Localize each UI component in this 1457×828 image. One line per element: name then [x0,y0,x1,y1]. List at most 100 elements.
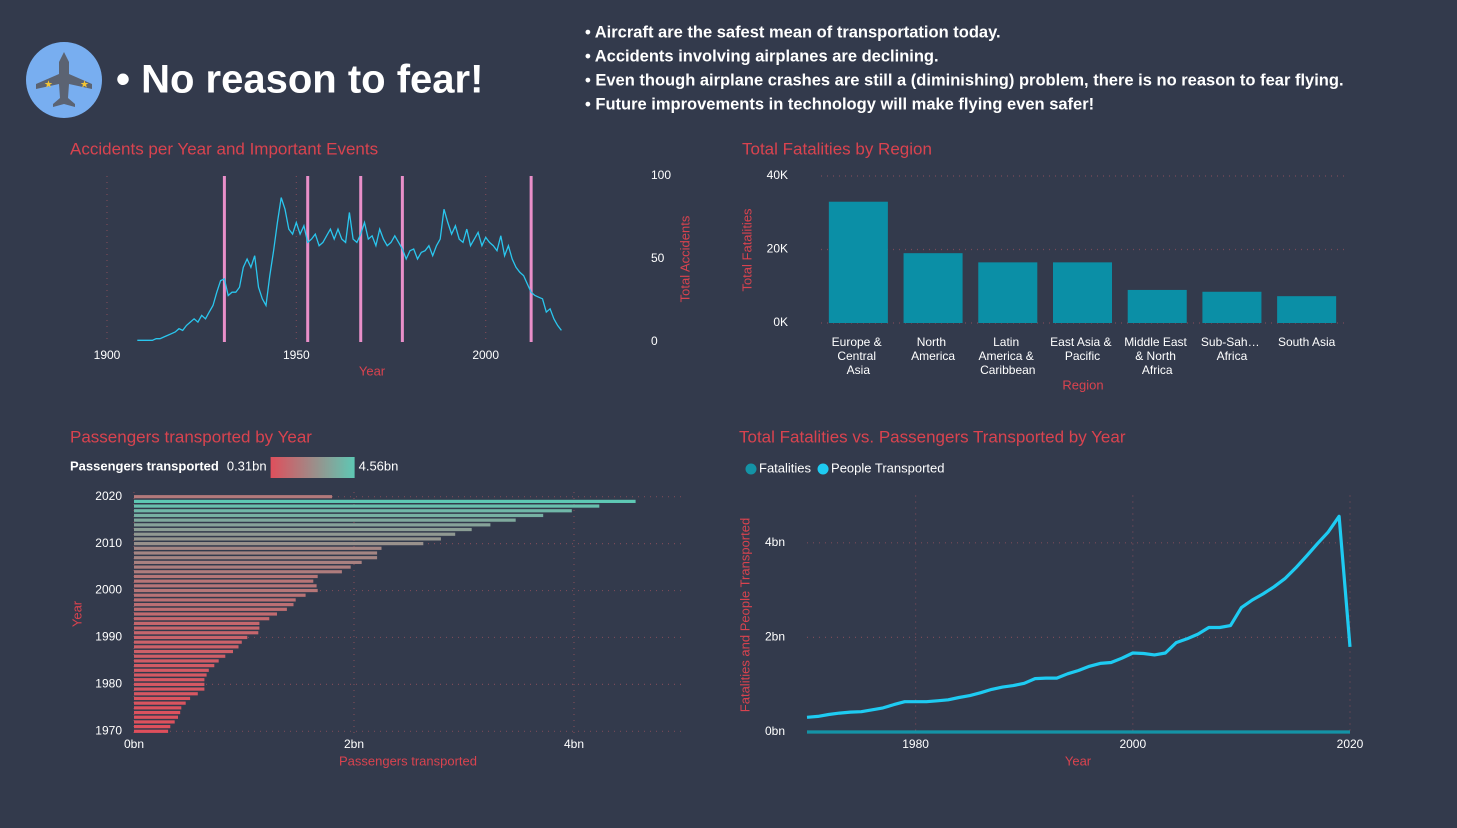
bar [134,626,260,630]
label-line: Pacific [1065,349,1100,363]
x-tick-label: 1980 [902,737,929,751]
label-line: Middle East [1124,335,1190,349]
x-tick-label: North America [911,335,955,363]
bar [134,509,572,513]
label-line: Caribbean [980,363,1035,377]
label-line: America & [978,349,1037,363]
bar [134,715,178,719]
bar [134,551,378,555]
label-line: Europe & [832,335,885,349]
bar [1202,291,1262,323]
bar [134,513,544,518]
bullet: • Future improvements in technology will… [585,95,1094,113]
bullet: • Aircraft are the safest mean of transp… [585,23,1001,41]
bar [134,560,362,564]
bar [134,518,516,522]
y-tick-label: 2010 [95,536,122,550]
x-tick-label: 2000 [472,348,499,362]
bar [903,253,963,323]
legend-label: People Transported [831,460,944,475]
y-axis-label: Total Fatalities [739,208,754,292]
bar [134,607,287,611]
bar [134,668,209,672]
bar [134,546,382,550]
y-tick-label: 0 [651,334,658,348]
y-axis-label: Year [69,600,84,627]
y-tick-label: 40K [767,168,788,182]
bar [134,701,186,705]
bar [1127,289,1187,323]
y-tick-label: 0K [773,315,788,329]
label-line: & North [1135,349,1179,363]
bar [1277,296,1337,323]
logo: ★ ★ [26,42,102,118]
logo-star: ★ [44,80,53,91]
bar [134,678,205,682]
label-line: Sub-Sah… [1201,335,1263,349]
bar [134,523,491,527]
bar [134,542,424,546]
label-line: Latin [993,335,1022,349]
label-line: Africa [1142,363,1173,377]
bullet: • Even though airplane crashes are still… [585,71,1344,89]
bullet: • Accidents involving airplanes are decl… [585,47,939,65]
bar [134,579,314,583]
bar [134,635,248,640]
bar [134,570,342,574]
bar [134,556,378,560]
bar [134,696,191,701]
bar [134,687,205,691]
y-tick-label: 2bn [765,630,785,644]
bar [134,621,260,625]
y-tick-label: 0bn [765,724,785,738]
chart-title: Passengers transported by Year [70,427,312,446]
bar [134,710,181,715]
x-tick-label: Sub-Sah… Africa [1201,335,1263,363]
bar [134,720,175,724]
x-tick-label: Europe & Central Asia [832,335,885,377]
chart-title: Accidents per Year and Important Events [70,139,378,158]
x-axis-label: Year [1065,753,1092,768]
bar [1052,262,1113,323]
legend-title: Passengers transported [70,458,219,473]
bar [134,645,239,649]
y-tick-label: 1980 [95,677,122,691]
x-tick-label: East Asia & Pacific [1050,335,1115,363]
bar [134,649,233,654]
legend-swatch [745,463,757,475]
bar [134,574,318,579]
bar [134,495,332,499]
y-tick-label: 1970 [95,723,122,737]
label-line: East Asia & [1050,335,1115,349]
x-tick-label: Latin America & Caribbean [978,335,1037,377]
bar [134,537,441,541]
bar [134,593,306,597]
bar [134,527,472,532]
label-line: Asia [847,363,871,377]
label-line: Central [837,349,879,363]
legend-label: Fatalities [759,460,812,475]
bar [134,659,219,663]
x-tick-label: 2000 [1119,737,1146,751]
bar [134,617,270,621]
y-tick-label: 2000 [95,583,122,597]
y-axis-label: Total Accidents [677,215,692,302]
page-title: • No reason to fear! [116,58,483,102]
bar [134,504,600,508]
bar [134,725,171,729]
bar [828,201,888,323]
label-line: Africa [1217,349,1248,363]
data-line [806,514,1352,719]
legend-max: 4.56bn [359,458,399,473]
bar [134,673,207,677]
y-tick-label: 100 [651,168,671,182]
y-axis-label: Fatalities and People Transported [737,518,752,712]
bar [134,603,294,607]
bar [134,692,198,696]
logo-plane [36,52,92,107]
legend-gradient [270,457,355,478]
bar [134,612,277,616]
bar [134,584,317,588]
